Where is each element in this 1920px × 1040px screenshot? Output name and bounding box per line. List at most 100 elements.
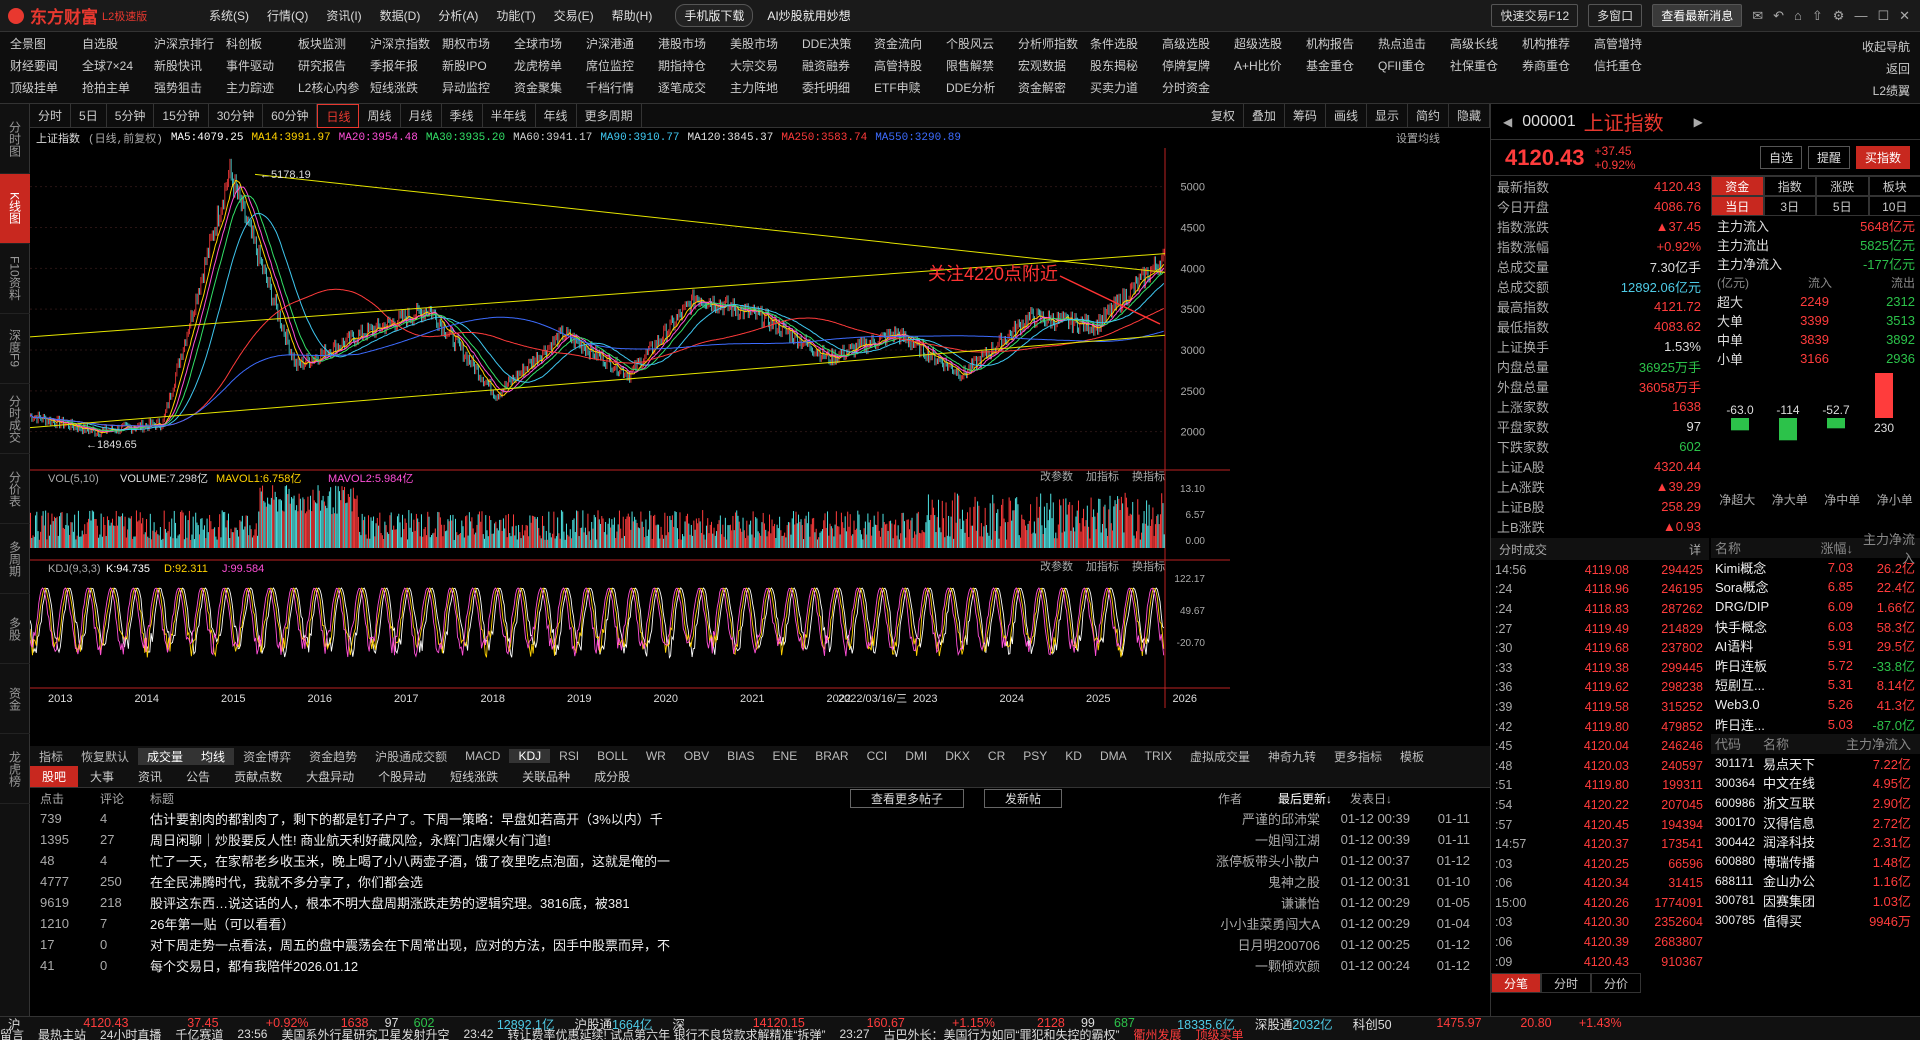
indicator-tab[interactable]: RSI (559, 749, 580, 763)
menu-item[interactable]: A+H比价 (1234, 58, 1282, 73)
left-tab[interactable]: 深度F9 (0, 314, 30, 384)
menu-right-item[interactable]: 收起导航 (1861, 40, 1910, 54)
flow-tab[interactable]: 资金 (1711, 176, 1764, 196)
period-tab[interactable]: 60分钟 (263, 103, 318, 128)
board-row[interactable]: 快手概念 6.03 58.3亿 (1711, 616, 1920, 636)
menu-item[interactable]: 美股市场 (730, 36, 779, 51)
flow-subtab[interactable]: 5日 (1816, 196, 1869, 216)
menu-item[interactable]: 沪深港通 (586, 36, 635, 51)
buy-index-button[interactable]: 买指数 (1855, 146, 1910, 169)
left-tab[interactable]: 分价表 (0, 454, 30, 524)
quick-trade-button[interactable]: 快速交易F12 (1491, 4, 1579, 27)
menu-item[interactable]: 期权市场 (442, 36, 491, 51)
menu-item[interactable]: 资金聚集 (514, 80, 563, 95)
indicator-tab[interactable]: 模板 (1400, 749, 1425, 764)
menu-item[interactable]: 事件驱动 (226, 58, 275, 73)
menu-item[interactable]: 抢拍主单 (82, 80, 131, 95)
ticker-item[interactable]: 古巴外长：美国行为如同“罪犯和失控的霸权” (883, 1027, 1120, 1040)
menu-item[interactable]: 机构推荐 (1522, 36, 1571, 51)
stock-row[interactable]: 300781 因赛集团 1.03亿 (1711, 891, 1920, 911)
news-row[interactable]: 1210 7 26年第一贴（可以看看） 小小韭菜勇闯大A 01-12 00:29 01-0… (30, 913, 1490, 934)
left-tab[interactable]: K线图 (0, 174, 30, 244)
indicator-tab[interactable]: TRIX (1144, 749, 1172, 763)
menu-item[interactable]: 限售解禁 (946, 58, 995, 73)
menu-item[interactable]: 高级选股 (1162, 36, 1211, 51)
ticker-item[interactable]: 23:27 (839, 1027, 870, 1040)
top-menu-item[interactable]: 功能(T) (496, 9, 536, 23)
menu-item[interactable]: 板块监测 (298, 36, 347, 51)
prev-stock-icon[interactable]: ◀ (1503, 114, 1513, 129)
news-tab[interactable]: 贡献点数 (234, 770, 283, 784)
ticker-item[interactable]: 衢州发展 (1133, 1027, 1182, 1040)
ai-assistant-button[interactable]: AI炒股就用妙想 (767, 9, 851, 23)
news-row[interactable]: 41 0 每个交易日，都有我陪伴2026.01.12 一颗倾欢颜 01-12 00:24… (30, 955, 1490, 976)
indicator-tab[interactable]: DMA (1099, 749, 1127, 763)
ticker-item[interactable]: 转让费率优惠延续! 试点第六年 银行不良贷款求解精准“拆弹” (507, 1027, 826, 1040)
period-tab[interactable]: 5日 (71, 103, 107, 128)
indicator-tab[interactable]: 更多指标 (1334, 749, 1383, 764)
chart-tool[interactable]: 画线 (1326, 103, 1367, 128)
period-tab[interactable]: 半年线 (483, 103, 536, 128)
menu-item[interactable]: 融资融券 (802, 58, 851, 73)
stock-row[interactable]: 688111 金山办公 1.16亿 (1711, 871, 1920, 891)
menu-item[interactable]: 高管增持 (1594, 36, 1643, 51)
minimize-icon[interactable]: — (1854, 8, 1868, 23)
news-tab[interactable]: 个股异动 (378, 770, 427, 784)
indicator-tab[interactable]: PSY (1023, 749, 1048, 763)
kline-chart[interactable]: 5000 4500 4000 3500 3000 2500 2000 ←5178.19 ←184… (30, 148, 1490, 746)
menu-item[interactable]: 条件选股 (1090, 36, 1139, 51)
indicator-tab[interactable]: WR (645, 749, 666, 763)
menu-item[interactable]: 强势狙击 (154, 80, 203, 95)
indicator-tab[interactable]: KD (1065, 749, 1082, 763)
menu-item[interactable]: 研究报告 (298, 58, 347, 73)
menu-item[interactable]: 港股市场 (658, 36, 707, 51)
menu-item[interactable]: 资金解密 (1018, 80, 1067, 95)
news-row[interactable]: 1395 27 周日闲聊｜炒股要反人性! 商业航天利好藏风险，永辉门店爆火有门道! 一… (30, 829, 1490, 850)
menu-item[interactable]: 机构报告 (1306, 36, 1355, 51)
period-tab[interactable]: 月线 (401, 103, 442, 128)
left-tab[interactable]: 分时成交 (0, 384, 30, 454)
indicator-tab[interactable]: OBV (683, 749, 710, 763)
flow-subtab[interactable]: 3日 (1763, 196, 1816, 216)
ticker-item[interactable]: 美国系外行星研究卫星发射升空 (281, 1027, 450, 1040)
news-tab[interactable]: 成分股 (594, 770, 631, 784)
period-tab[interactable]: 年线 (536, 103, 577, 128)
menu-item[interactable]: 社保重仓 (1450, 58, 1499, 73)
tick-tab[interactable]: 分时 (1541, 973, 1591, 994)
flow-subtab[interactable]: 10日 (1868, 196, 1920, 216)
indicator-tab[interactable]: BRAR (815, 749, 849, 763)
indicator-tab[interactable]: 资金博弈 (243, 749, 292, 764)
menu-item[interactable]: 全球7×24 (82, 58, 134, 73)
new-post-button[interactable]: 发新帖 (984, 788, 1063, 808)
news-tab[interactable]: 大事 (90, 770, 115, 784)
flow-tab[interactable]: 指数 (1763, 176, 1816, 196)
menu-item[interactable]: 委托明细 (802, 80, 851, 95)
board-row[interactable]: 昨日连板 5.72 -33.8亿 (1711, 656, 1920, 676)
chart-tool[interactable]: 筹码 (1285, 103, 1326, 128)
news-row[interactable]: 4777 250 在全民沸腾时代，我就不多分享了，你们都会选 鬼神之股 01-12 00… (30, 871, 1490, 892)
board-row[interactable]: 短剧互... 5.31 8.14亿 (1711, 675, 1920, 695)
news-tab[interactable]: 股吧 (30, 766, 79, 787)
menu-item[interactable]: 席位监控 (586, 58, 635, 73)
menu-item[interactable]: 高级长线 (1450, 36, 1499, 51)
menu-item[interactable]: DDE分析 (946, 80, 996, 95)
menu-right-item[interactable]: 返回 (1885, 62, 1910, 76)
menu-item[interactable]: 股东揭秘 (1090, 58, 1139, 73)
tick-tab[interactable]: 分笔 (1491, 973, 1541, 994)
multi-window-button[interactable]: 多窗口 (1588, 4, 1643, 27)
period-tab[interactable]: 30分钟 (209, 103, 264, 128)
menu-item[interactable]: 千档行情 (586, 80, 635, 95)
back-icon[interactable]: ↶ (1773, 7, 1785, 23)
chart-tool[interactable]: 隐藏 (1449, 103, 1490, 128)
menu-item[interactable]: 期指持仓 (658, 58, 707, 73)
stock-row[interactable]: 600986 浙文互联 2.90亿 (1711, 793, 1920, 813)
menu-item[interactable]: 高管持股 (874, 58, 923, 73)
ticker-item[interactable]: 23:42 (463, 1027, 494, 1040)
stock-row[interactable]: 300442 润泽科技 2.31亿 (1711, 832, 1920, 852)
alert-button[interactable]: 提醒 (1807, 146, 1850, 169)
period-tab[interactable]: 季线 (442, 103, 483, 128)
board-row[interactable]: Sora概念 6.85 22.4亿 (1711, 577, 1920, 597)
tick-detail-button[interactable]: 详 (1688, 542, 1701, 557)
menu-item[interactable]: 逐笔成交 (658, 80, 707, 95)
menu-item[interactable]: 短线涨跌 (370, 80, 419, 95)
